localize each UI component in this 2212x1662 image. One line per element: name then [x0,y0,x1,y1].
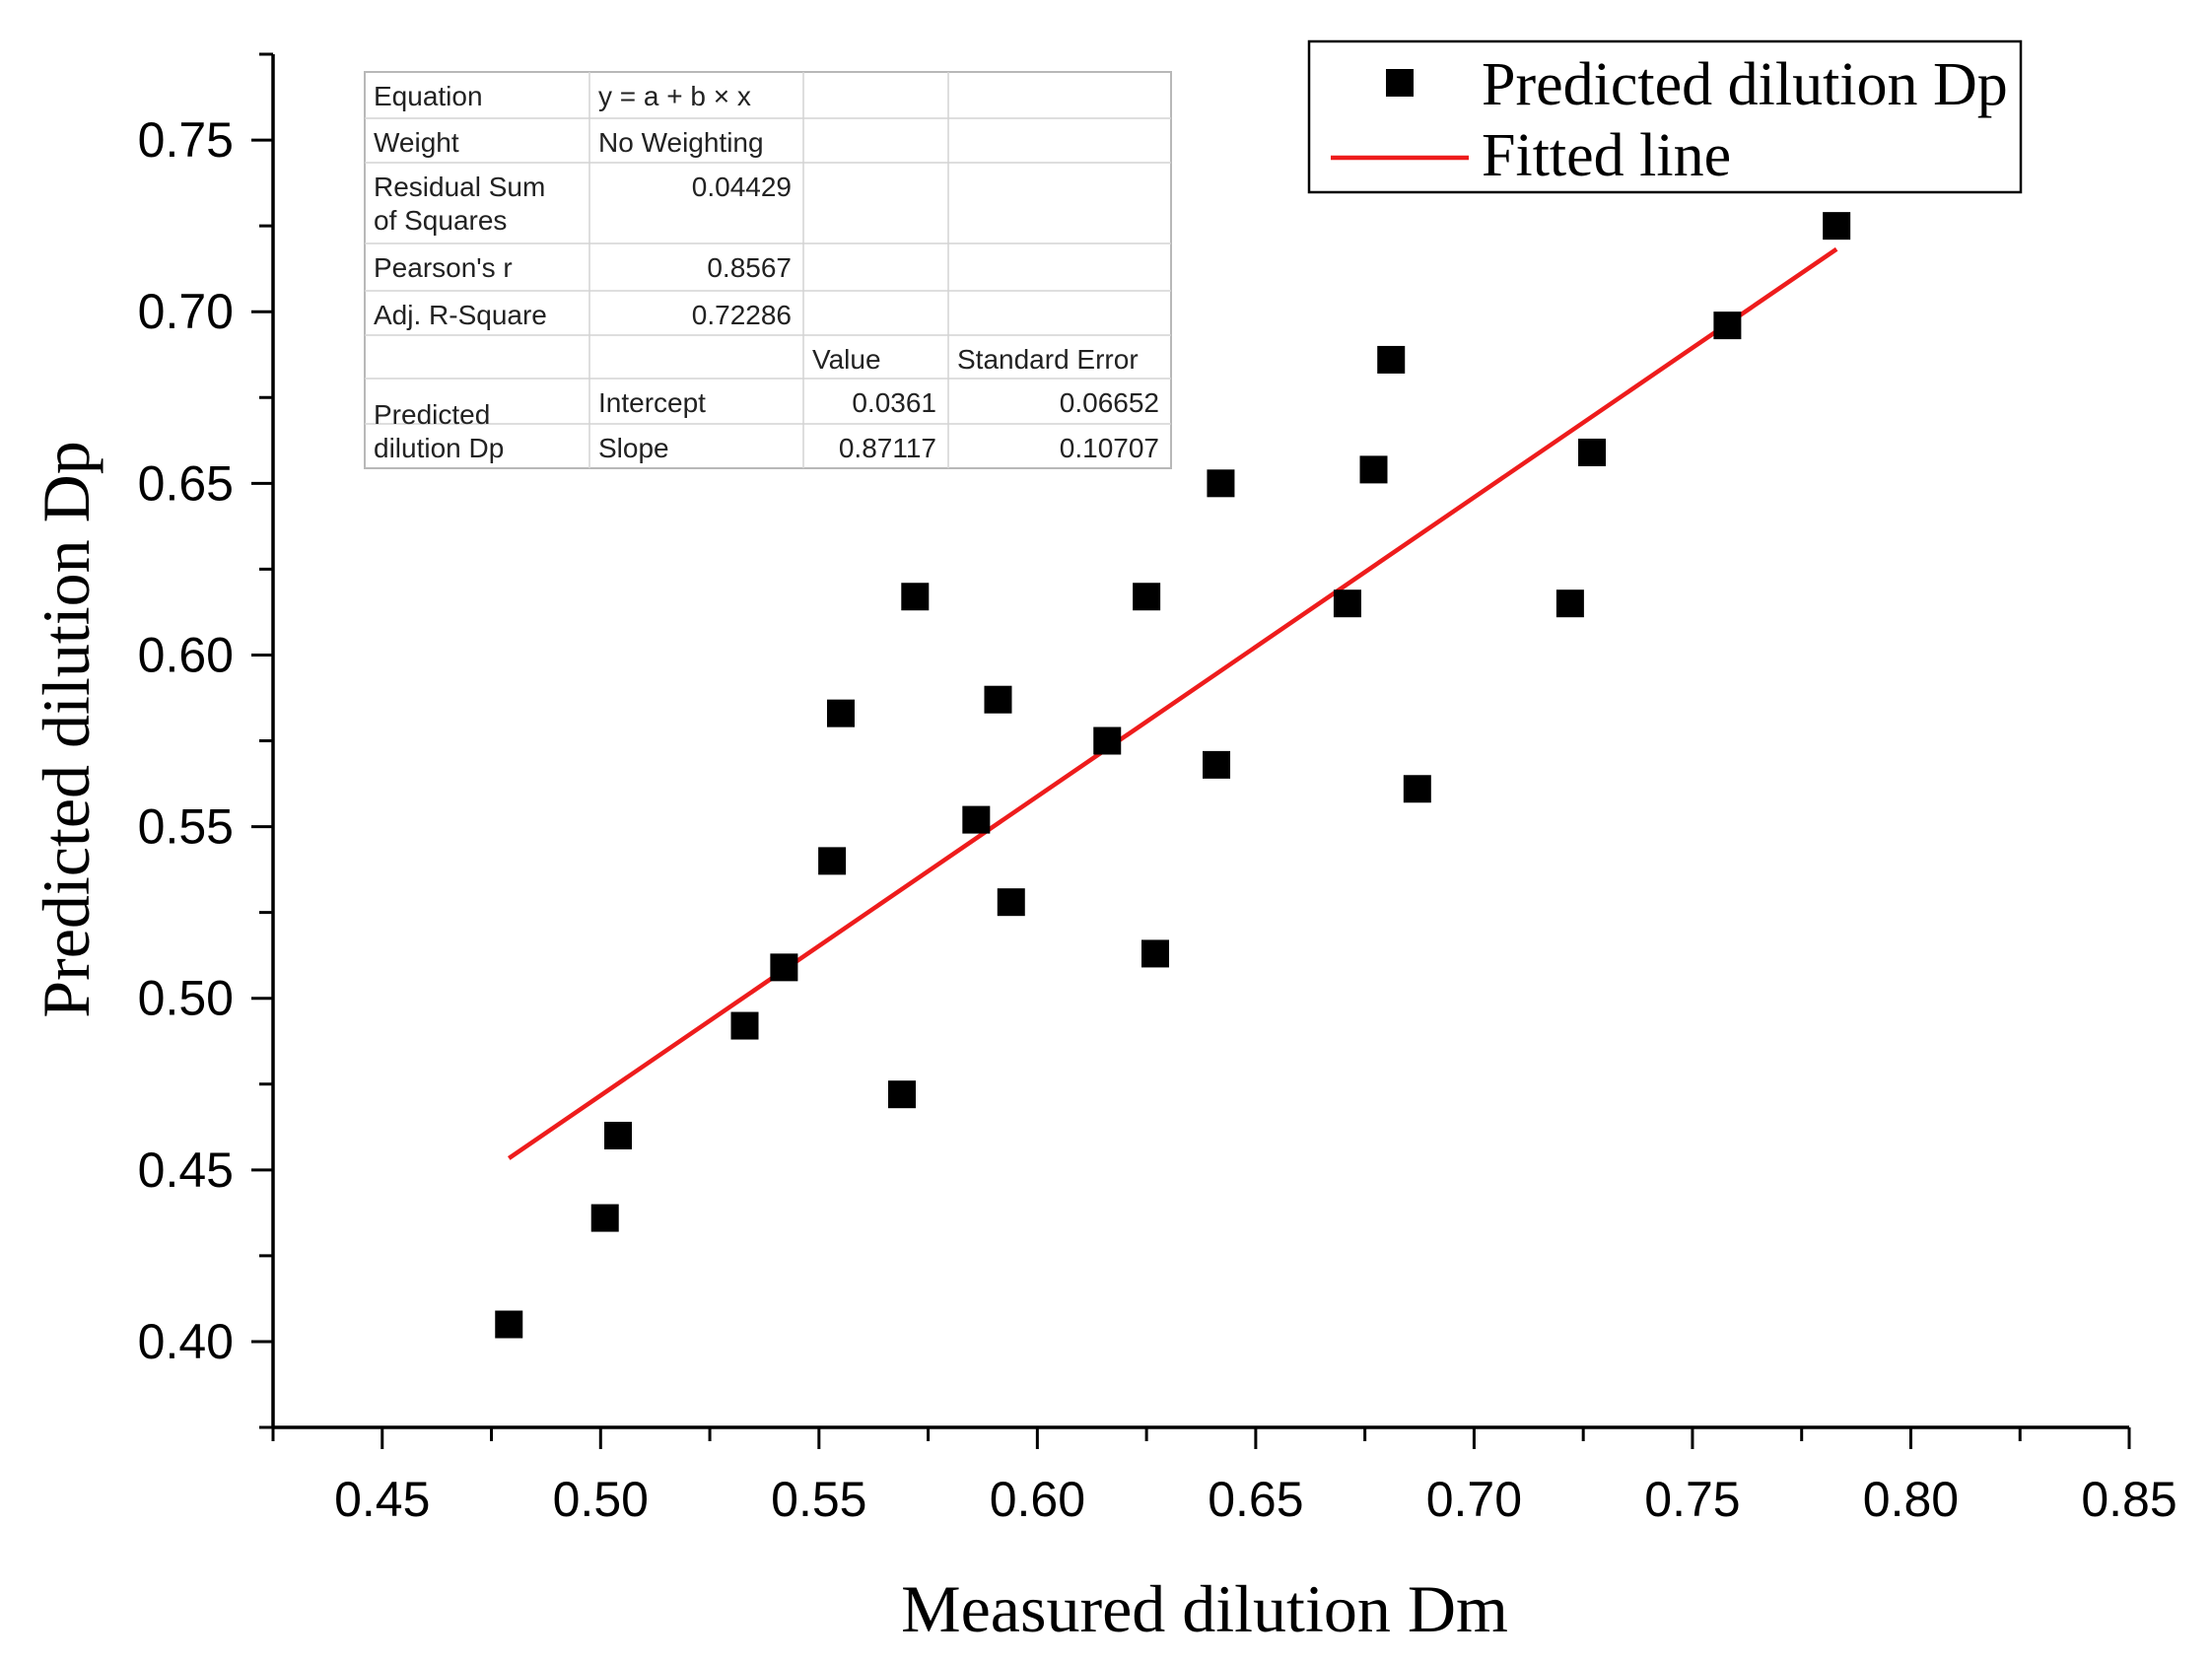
stats-cell-line: Slope [598,433,669,463]
y-tick-label: 0.70 [138,284,234,339]
stats-cell: 0.72286 [692,300,792,330]
x-tick-label: 0.55 [771,1472,866,1527]
stats-cell-line: 0.06652 [1060,387,1159,418]
y-tick-label: 0.45 [138,1143,234,1198]
data-point [1133,583,1161,611]
data-point [818,847,847,875]
stats-cell-line: of Squares [374,205,507,236]
data-point [962,805,991,834]
legend-label-predicted: Predicted dilution Dp [1482,51,2008,118]
data-point [770,953,798,982]
stats-cell-line: 0.0361 [852,387,936,418]
data-point [1713,312,1742,340]
data-point [1141,939,1169,968]
stats-cell: Predicted dilution Dp [374,399,504,463]
stats-cell-line: Predicted [374,399,490,430]
data-point [1207,469,1235,498]
data-point [1555,589,1584,618]
y-tick-label: 0.75 [138,112,234,168]
x-tick-label: 0.70 [1426,1472,1522,1527]
stats-cell-line: Value [812,344,881,375]
stats-cell: 0.87117 [839,433,936,463]
data-point [1093,727,1122,755]
x-axis-title: Measured dilution Dm [901,1571,1508,1646]
stats-cell: y = a + b × x [598,81,751,111]
stats-cell: Weight [374,127,459,158]
x-tick-label: 0.65 [1208,1472,1303,1527]
data-point [590,1204,619,1232]
stats-cell-line: Intercept [598,387,706,418]
stats-table-box [364,71,1172,469]
stats-cell: Pearson's r [374,252,513,283]
x-tick-label: 0.85 [2081,1472,2177,1527]
axes: 0.45 0.50 0.55 0.60 0.65 0.70 0.75 0.80 0.85 0.40… [138,52,2177,1527]
data-point [984,685,1012,714]
legend-marker-square [1386,69,1414,97]
stats-cell-line: y = a + b × x [598,81,751,111]
stats-cell: Value [812,344,881,375]
stats-cell: Adj. R-Square [374,300,547,330]
stats-cell-line: 0.04429 [692,172,792,202]
stats-cell: Slope [598,433,669,463]
data-point [1823,212,1851,241]
stats-cell-line: 0.8567 [707,252,792,283]
y-axis-title: Predicted dilution Dp [29,441,104,1017]
stats-cell-line: Equation [374,81,483,111]
x-tick-label: 0.45 [334,1472,430,1527]
stats-cell: 0.0361 [852,387,936,418]
stats-cell-line: Residual Sum [374,172,545,202]
stats-cell: 0.04429 [692,172,792,202]
data-point [604,1121,633,1149]
data-point [888,1080,917,1109]
y-tick-label: 0.60 [138,627,234,682]
data-point [1359,455,1388,484]
stats-cell: Residual Sum of Squares [374,172,545,236]
data-point [997,888,1025,917]
stats-cell: Standard Error [957,344,1139,375]
y-tick-label: 0.55 [138,799,234,855]
data-point [1578,438,1607,466]
y-tick-label: 0.65 [138,455,234,511]
stats-cell-line: Pearson's r [374,252,513,283]
data-point [1377,345,1406,374]
stats-cell-line: 0.87117 [839,433,936,463]
data-point [495,1310,523,1339]
data-point [826,699,855,727]
x-tick-label: 0.80 [1863,1472,1959,1527]
legend-label-fitted: Fitted line [1482,122,1731,189]
stats-cell-line: dilution Dp [374,433,504,463]
stats-cell-line: 0.72286 [692,300,792,330]
x-tick-label: 0.75 [1644,1472,1740,1527]
data-point [1403,775,1431,803]
data-point [1203,750,1231,779]
y-tick-label: 0.50 [138,971,234,1026]
stats-cell: 0.06652 [1060,387,1159,418]
stats-cell: 0.10707 [1060,433,1159,463]
stats-cell: No Weighting [598,127,764,158]
fitted-line [507,246,1838,1160]
y-tick-label: 0.40 [138,1314,234,1369]
stats-cell: Intercept [598,387,706,418]
x-tick-label: 0.60 [990,1472,1085,1527]
stats-cell-line: No Weighting [598,127,764,158]
stats-cell-line: Adj. R-Square [374,300,547,330]
data-point [730,1011,759,1040]
plot-area [495,212,1851,1339]
legend-box [1307,39,2023,194]
stats-cell-line: Standard Error [957,344,1139,375]
data-point [901,583,930,611]
stats-cell-line: Weight [374,127,459,158]
data-point [1333,589,1361,618]
stats-cell: Equation [374,81,483,111]
x-tick-label: 0.50 [553,1472,649,1527]
stats-cell-line: 0.10707 [1060,433,1159,463]
stats-cell: 0.8567 [707,252,792,283]
stats-table: Equation y = a + b × x Weight No Weighting R… [364,71,1172,469]
